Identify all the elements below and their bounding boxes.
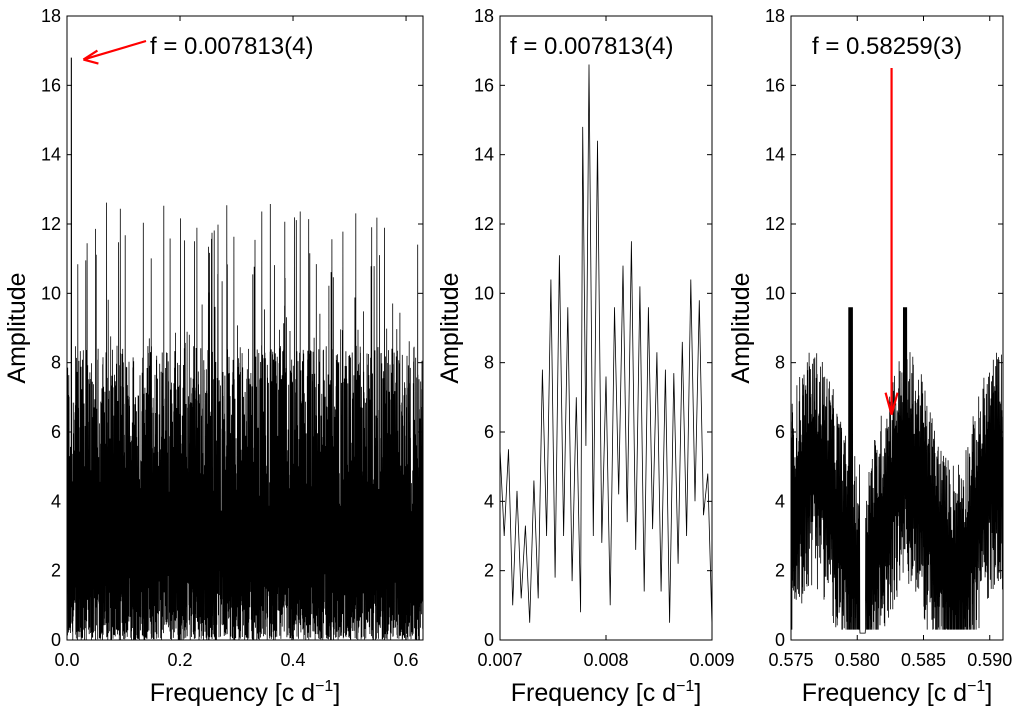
panel-zoom-high: 0 2 4 6 8 10 12 14 16 18 0.575 0.580 0.585 0.590 Frequ… (727, 6, 1012, 707)
series-line (791, 307, 1003, 634)
y-tick-label: 2 (775, 561, 785, 581)
x-tick-label: 0.009 (689, 650, 734, 670)
y-tick-label: 6 (775, 422, 785, 442)
y-tick-label: 0 (51, 630, 61, 650)
x-tick-label: 0.6 (394, 650, 419, 670)
y-tick-label: 16 (474, 75, 494, 95)
y-tick-label: 12 (474, 214, 494, 234)
y-tick-label: 16 (765, 75, 785, 95)
x-axis-label: Frequency [c d−1] (150, 678, 341, 707)
x-axis-label: Frequency [c d−1] (511, 678, 702, 707)
annotation-arrow (83, 39, 147, 61)
x-tick-label: 0.2 (168, 650, 193, 670)
y-tick-label: 16 (41, 75, 61, 95)
y-tick-label: 14 (765, 145, 785, 165)
y-tick-label: 6 (51, 422, 61, 442)
y-tick-label: 18 (474, 6, 494, 26)
frequency-annotation: f = 0.007813(4) (510, 33, 673, 60)
axes-frame (790, 15, 1004, 641)
y-tick-label: 6 (484, 422, 494, 442)
x-tick-label: 0.590 (967, 650, 1012, 670)
arrow-head (884, 392, 899, 415)
y-tick-label: 0 (484, 630, 494, 650)
panel-full: 0 2 4 6 8 10 12 14 16 18 0.0 0.2 0.4 0.6 Frequency [c … (3, 6, 424, 707)
y-tick-label: 10 (765, 283, 785, 303)
y-tick-label: 12 (41, 214, 61, 234)
y-axis-label: Amplitude (3, 272, 31, 383)
panel-zoom-low: 0 2 4 6 8 10 12 14 16 18 0.007 0.008 0.009 Frequency … (436, 6, 735, 707)
y-tick-label: 14 (41, 145, 61, 165)
y-tick-label: 4 (484, 491, 494, 511)
x-tick-label: 0.007 (477, 650, 522, 670)
y-tick-label: 0 (775, 630, 785, 650)
y-tick-label: 12 (765, 214, 785, 234)
y-axis-label: Amplitude (436, 272, 464, 383)
y-tick-label: 10 (41, 283, 61, 303)
y-tick-label: 8 (775, 353, 785, 373)
x-tick-label: 0.4 (281, 650, 306, 670)
x-tick-label: 0.0 (54, 650, 79, 670)
frequency-annotation: f = 0.58259(3) (812, 33, 962, 60)
series-line (500, 64, 712, 627)
y-tick-label: 2 (484, 561, 494, 581)
y-tick-label: 8 (484, 353, 494, 373)
x-tick-label: 0.008 (583, 650, 628, 670)
y-tick-label: 4 (51, 491, 61, 511)
arrow-head (82, 49, 99, 65)
y-tick-label: 4 (775, 491, 785, 511)
series-line (67, 57, 423, 640)
x-tick-label: 0.575 (768, 650, 813, 670)
frequency-annotation: f = 0.007813(4) (150, 33, 313, 60)
axes-frame (66, 15, 424, 641)
y-tick-label: 2 (51, 561, 61, 581)
x-tick-label: 0.580 (835, 650, 880, 670)
y-axis-label: Amplitude (727, 272, 755, 383)
y-tick-label: 18 (765, 6, 785, 26)
x-tick-label: 0.585 (901, 650, 946, 670)
y-tick-label: 10 (474, 283, 494, 303)
y-tick-label: 8 (51, 353, 61, 373)
x-axis-label: Frequency [c d−1] (802, 678, 993, 707)
y-tick-label: 14 (474, 145, 494, 165)
y-tick-label: 18 (41, 6, 61, 26)
